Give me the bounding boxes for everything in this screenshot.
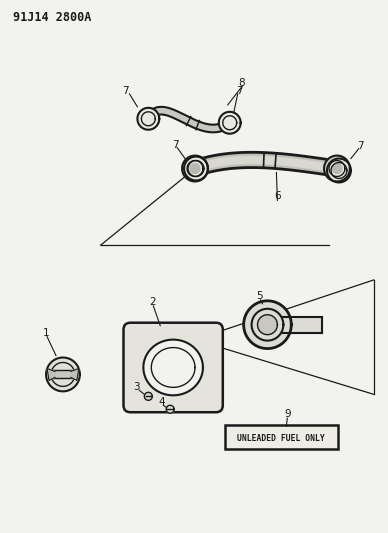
Polygon shape (47, 368, 55, 381)
Polygon shape (324, 156, 350, 181)
Text: UNLEADED FUEL ONLY: UNLEADED FUEL ONLY (237, 434, 325, 442)
Polygon shape (137, 108, 159, 130)
FancyBboxPatch shape (123, 322, 223, 412)
Text: 1: 1 (43, 328, 49, 337)
Polygon shape (166, 405, 174, 413)
Polygon shape (190, 164, 200, 173)
Text: 4: 4 (159, 397, 166, 407)
Text: 9: 9 (284, 409, 291, 419)
Polygon shape (258, 315, 277, 335)
Text: 7: 7 (122, 86, 129, 96)
Polygon shape (71, 368, 79, 381)
Text: 3: 3 (133, 382, 140, 392)
Text: 7: 7 (236, 86, 243, 96)
Polygon shape (144, 392, 152, 400)
Text: 6: 6 (274, 191, 281, 201)
Text: 2: 2 (149, 297, 156, 307)
Polygon shape (332, 164, 342, 173)
Text: 7: 7 (357, 141, 364, 151)
Polygon shape (144, 340, 203, 395)
FancyBboxPatch shape (225, 425, 338, 449)
Text: 5: 5 (256, 291, 263, 301)
Polygon shape (327, 159, 351, 182)
Polygon shape (46, 358, 80, 391)
Text: 8: 8 (238, 78, 245, 88)
Text: 91J14 2800A: 91J14 2800A (13, 11, 92, 25)
Polygon shape (244, 301, 291, 349)
Polygon shape (52, 370, 74, 378)
Polygon shape (283, 317, 322, 333)
Text: 7: 7 (172, 140, 178, 150)
Polygon shape (184, 157, 208, 181)
Polygon shape (182, 156, 208, 181)
Polygon shape (219, 112, 241, 134)
